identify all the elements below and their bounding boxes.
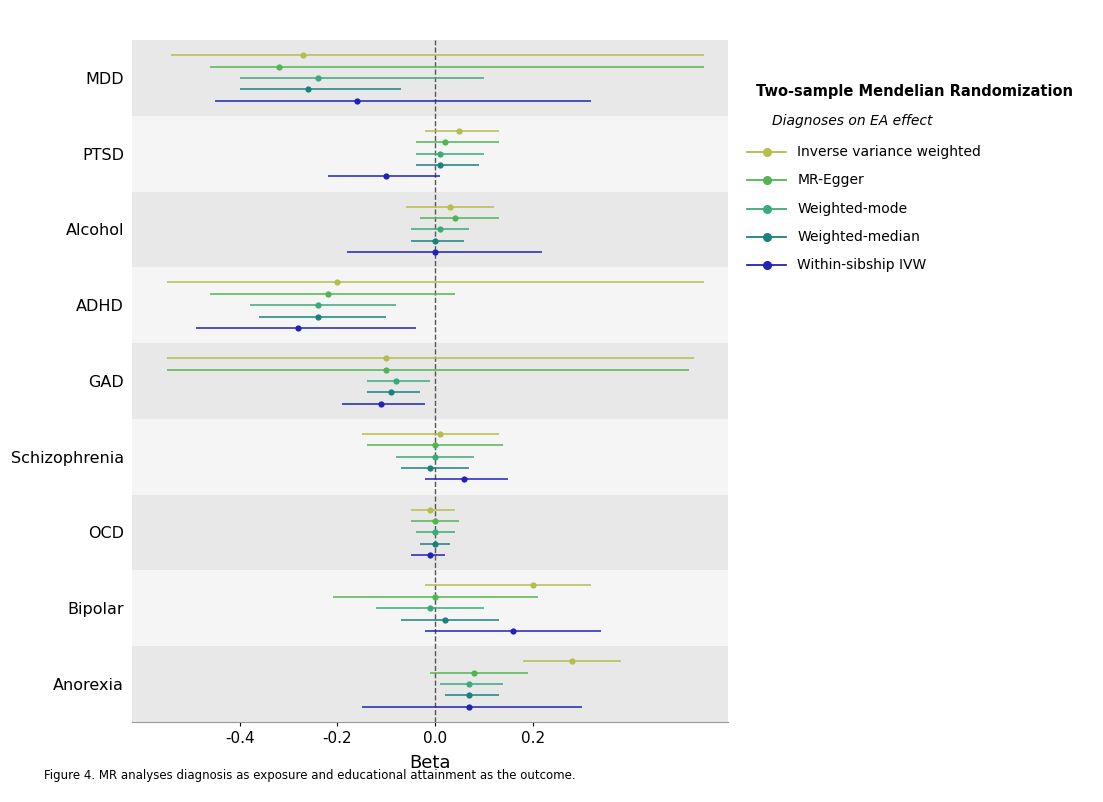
X-axis label: Beta: Beta <box>409 754 451 772</box>
Bar <box>132 646 728 722</box>
Bar <box>132 192 728 267</box>
Bar <box>132 419 728 495</box>
Bar <box>132 570 728 646</box>
Bar <box>132 40 728 115</box>
Text: Weighted-mode: Weighted-mode <box>797 201 908 216</box>
Text: Weighted-median: Weighted-median <box>797 229 920 244</box>
Text: Inverse variance weighted: Inverse variance weighted <box>797 145 982 160</box>
Text: Diagnoses on EA effect: Diagnoses on EA effect <box>772 114 933 128</box>
Bar <box>132 343 728 419</box>
Bar <box>132 267 728 343</box>
Text: Within-sibship IVW: Within-sibship IVW <box>797 257 927 272</box>
Bar <box>132 495 728 570</box>
Bar <box>132 115 728 192</box>
Text: MR-Egger: MR-Egger <box>797 173 865 188</box>
Text: Figure 4. MR analyses diagnosis as exposure and educational attainment as the ou: Figure 4. MR analyses diagnosis as expos… <box>44 769 576 782</box>
Text: Two-sample Mendelian Randomization: Two-sample Mendelian Randomization <box>756 84 1072 99</box>
